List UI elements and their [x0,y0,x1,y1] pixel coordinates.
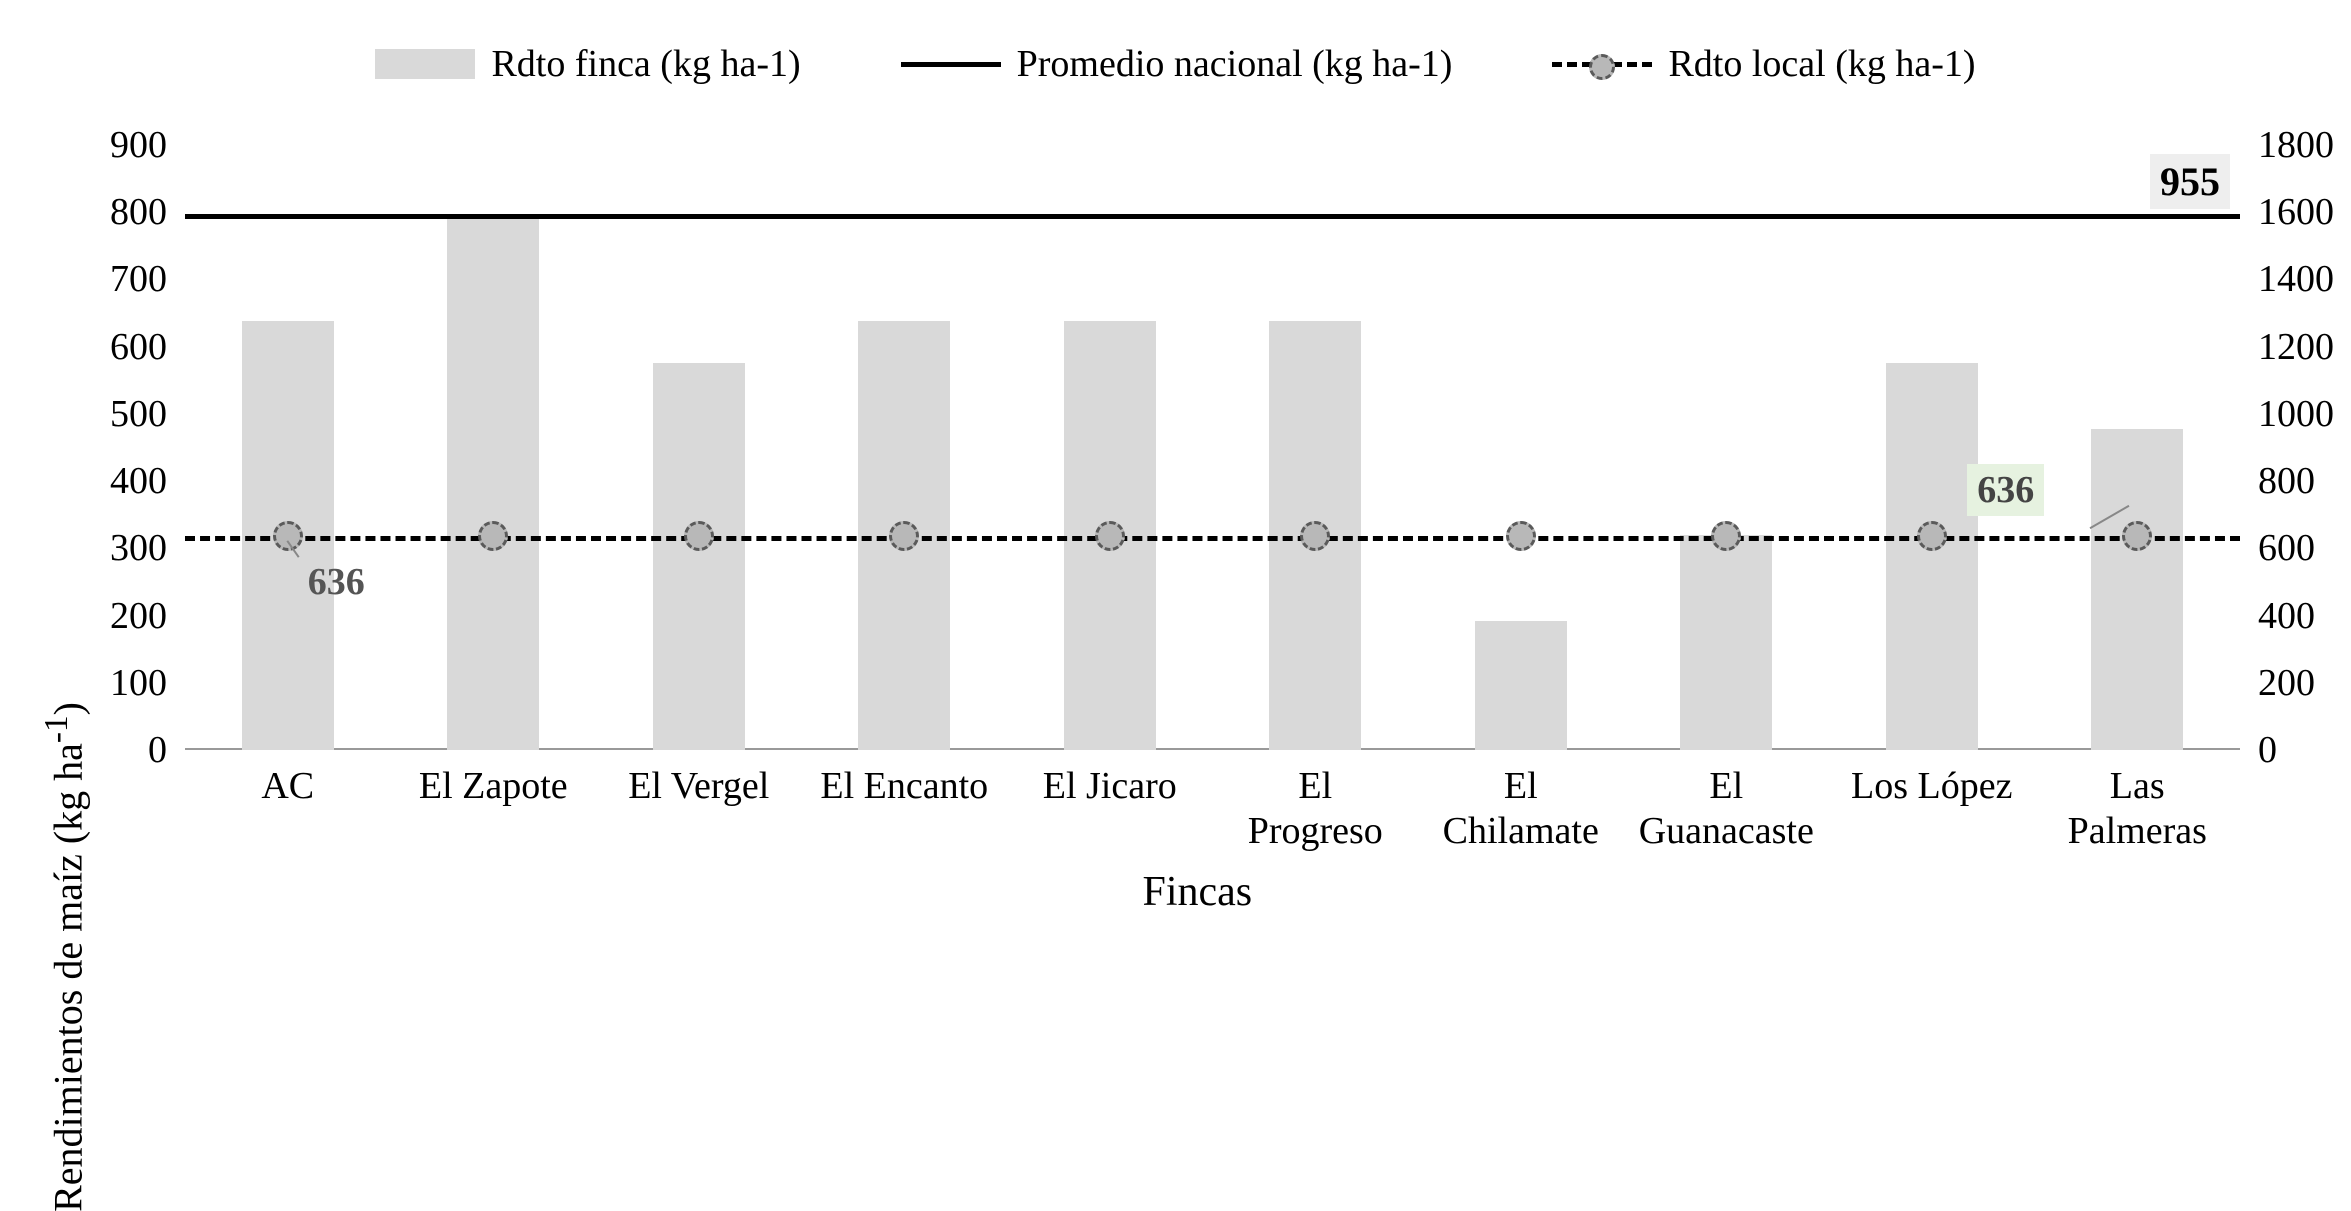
bar [1475,621,1567,750]
legend-label-bars: Rdto finca (kg ha-1) [491,42,800,86]
y-left-tick: 700 [110,257,167,301]
y-left-tick: 100 [110,661,167,705]
y-left-tick: 0 [148,728,167,772]
bar [447,214,539,750]
local-marker [1917,521,1947,551]
legend-label-local: Rdto local (kg ha-1) [1668,42,1975,86]
local-marker [1506,521,1536,551]
x-category-label: AC [261,764,314,809]
local-value-label-right: 636 [1967,464,2044,516]
x-category-label: El Jicaro [1043,764,1177,809]
bar [2091,429,2183,750]
legend-swatch-bar [375,49,475,79]
y-right-tick: 1000 [2258,392,2334,436]
legend-marker-icon [1589,54,1615,80]
y-right-tick: 200 [2258,661,2315,705]
national-value-label: 955 [2150,154,2230,209]
local-marker [684,521,714,551]
national-line [185,214,2240,219]
legend-item-bars: Rdto finca (kg ha-1) [375,42,800,86]
maize-yield-chart: Rdto finca (kg ha-1) Promedio nacional (… [0,0,2351,944]
y-right-tick: 800 [2258,459,2315,503]
local-marker [2122,521,2152,551]
legend-swatch-national [901,62,1001,67]
y-axis-title: Rendimientos de maíz (kg ha-1) [38,702,91,1211]
legend: Rdto finca (kg ha-1) Promedio nacional (… [0,42,2351,86]
y-right-tick: 0 [2258,728,2277,772]
local-marker [1300,521,1330,551]
y-right-tick: 400 [2258,594,2315,638]
local-marker [1095,521,1125,551]
x-axis-title: Fincas [1143,868,1253,916]
x-category-label: El Chilamate [1443,764,1599,854]
local-marker [889,521,919,551]
y-left-tick: 500 [110,392,167,436]
bar [653,363,745,750]
x-category-label: El Zapote [419,764,568,809]
y-left-tick: 800 [110,190,167,234]
bar [1680,535,1772,750]
x-category-label: El Progreso [1248,764,1383,854]
legend-label-national: Promedio nacional (kg ha-1) [1017,42,1453,86]
x-category-label: Las Palmeras [2068,764,2207,854]
local-marker [273,521,303,551]
y-left-tick: 200 [110,594,167,638]
y-left-tick: 300 [110,526,167,570]
y-left-tick: 600 [110,325,167,369]
x-category-label: El Vergel [628,764,769,809]
plot-area: 955 636 636 [185,145,2240,750]
legend-item-local: Rdto local (kg ha-1) [1552,42,1975,86]
local-value-label-left: 636 [298,556,375,608]
y-right-tick: 1200 [2258,325,2334,369]
x-category-label: Los López [1851,764,2012,809]
legend-swatch-local [1552,62,1652,67]
legend-item-national: Promedio nacional (kg ha-1) [901,42,1453,86]
x-category-label: El Guanacaste [1639,764,1814,854]
y-right-tick: 1600 [2258,190,2334,234]
local-marker [478,521,508,551]
bar [1886,363,1978,750]
local-marker [1711,521,1741,551]
y-left-tick: 900 [110,123,167,167]
y-left-tick: 400 [110,459,167,503]
y-right-tick: 1400 [2258,257,2334,301]
y-right-tick: 600 [2258,526,2315,570]
y-right-tick: 1800 [2258,123,2334,167]
x-category-label: El Encanto [820,764,988,809]
